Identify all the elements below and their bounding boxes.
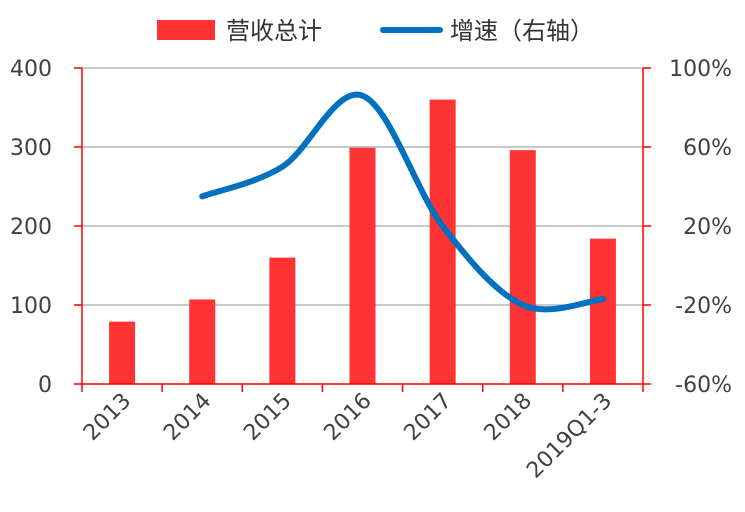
right-tick-label: -20% — [675, 294, 732, 319]
bar-2014 — [189, 299, 216, 384]
right-tick-label: 100% — [669, 57, 732, 82]
legend-line-label: 增速（右轴） — [450, 17, 594, 45]
bar-2013 — [109, 321, 136, 384]
right-tick-label: 20% — [683, 215, 732, 240]
left-tick-label: 0 — [38, 373, 52, 398]
line-series — [199, 91, 606, 313]
legend-bar-label: 营收总计 — [226, 17, 322, 45]
bar-2018 — [509, 150, 536, 384]
x-tick-label: 2019Q1-3 — [522, 389, 617, 484]
bar-2016 — [349, 147, 376, 384]
left-tick-label: 400 — [10, 57, 52, 82]
bar-2019Q1-3 — [589, 238, 616, 384]
x-tick-label: 2018 — [480, 389, 537, 446]
x-tick-label: 2013 — [79, 389, 136, 446]
legend-bar-swatch — [157, 20, 215, 40]
axes — [74, 67, 651, 392]
x-tick-label: 2017 — [400, 389, 457, 446]
growth-line — [199, 91, 606, 313]
x-tick-label: 2015 — [239, 389, 296, 446]
right-tick-label: 60% — [683, 136, 732, 161]
x-tick-label: 2016 — [319, 389, 376, 446]
right-tick-label: -60% — [675, 373, 732, 398]
left-tick-label: 100 — [10, 294, 52, 319]
bar-2015 — [269, 257, 296, 384]
left-tick-label: 300 — [10, 136, 52, 161]
legend: 营收总计 增速（右轴） — [157, 17, 594, 45]
bar-series — [109, 99, 616, 384]
left-tick-label: 200 — [10, 215, 52, 240]
x-tick-label: 2014 — [159, 389, 216, 446]
